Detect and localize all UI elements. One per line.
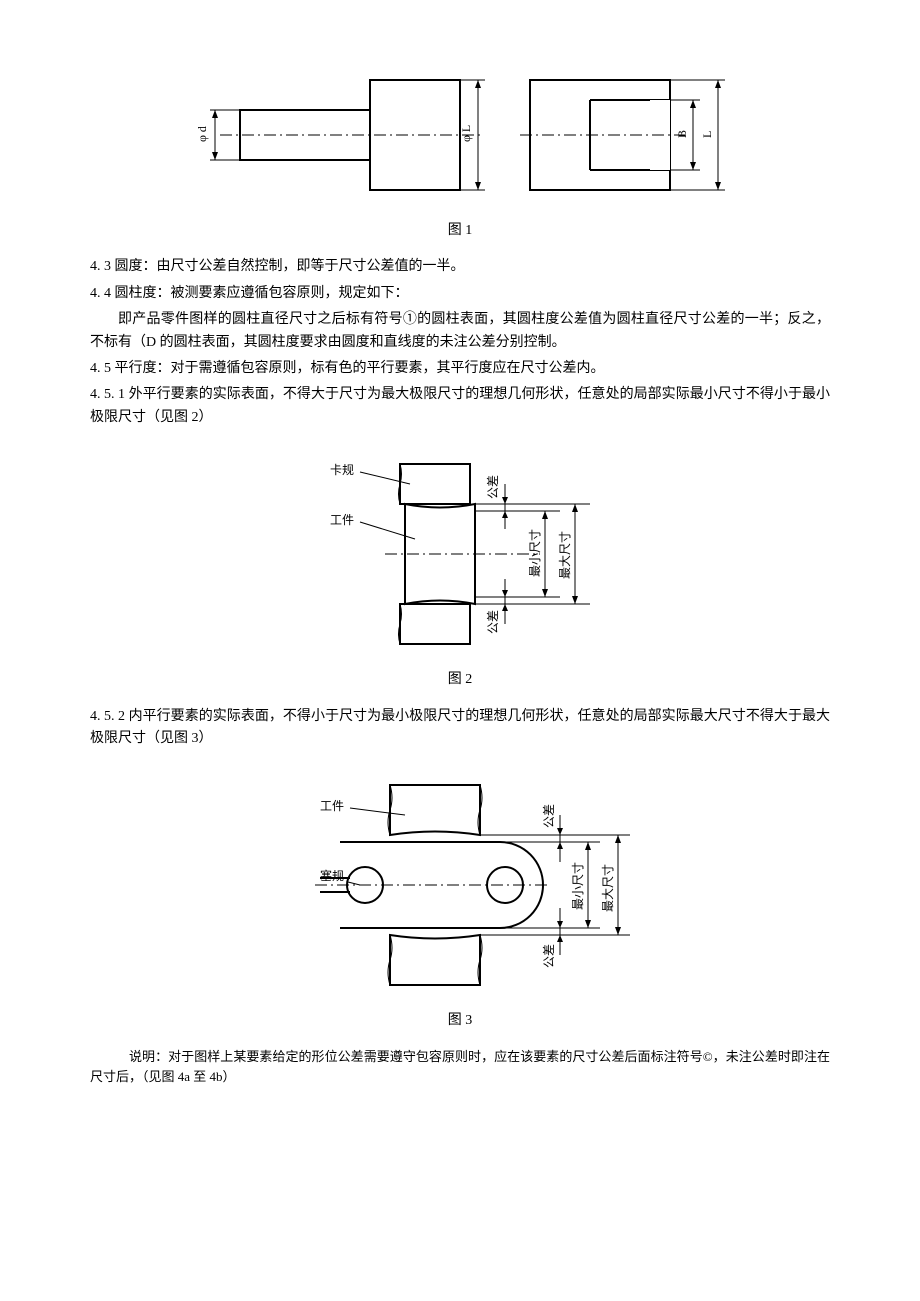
para-4-3: 4. 3 圆度：由尺寸公差自然控制，即等于尺寸公差值的一半。 xyxy=(90,256,830,278)
fig3-work-label: 工件 xyxy=(320,799,344,813)
para-4-5-2: 4. 5. 2 内平行要素的实际表面，不得小于尺寸为最小极限尺寸的理想几何形状，… xyxy=(90,706,830,751)
fig1-L2-label: L xyxy=(700,131,714,138)
fig2-gauge-label: 卡规 xyxy=(330,462,354,477)
para-4-5: 4. 5 平行度：对于需遵循包容原则，标有色的平行要素，其平行度应在尺寸公差内。 xyxy=(90,358,830,380)
figure-1: φ d φ L B L xyxy=(90,60,830,210)
fig3-svg: 工件 塞规 公差 公差 最小尺寸 最大尺寸 xyxy=(270,770,650,1000)
para-4-5-1: 4. 5. 1 外平行要素的实际表面，不得大于尺寸为最大极限尺寸的理想几何形状，… xyxy=(90,384,830,429)
fig1-left-svg: φ d φ L xyxy=(180,60,490,210)
fig3-plug-label: 塞规 xyxy=(320,868,344,883)
fig1-L-label: φ L xyxy=(459,125,473,142)
figure-2: 卡规 工件 公差 公差 最小尺寸 最大尺寸 xyxy=(90,449,830,659)
fig2-min-label: 最小尺寸 xyxy=(528,529,542,577)
fig2-work-label: 工件 xyxy=(330,513,354,527)
note-text: 说明：对于图样上某要素给定的形位公差需要遵守包容原则时，应在该要素的尺寸公差后面… xyxy=(90,1047,830,1089)
fig1-right-svg: B L xyxy=(510,60,740,210)
fig3-tol-top: 公差 xyxy=(542,804,556,828)
para-4-4: 4. 4 圆柱度：被测要素应遵循包容原则，规定如下： xyxy=(90,283,830,305)
fig2-max-label: 最大尺寸 xyxy=(558,531,572,579)
fig1-d-label: φ d xyxy=(195,126,209,142)
fig1-B-label: B xyxy=(675,130,689,138)
fig2-caption: 图 2 xyxy=(90,669,830,691)
para-4-4-detail: 即产品零件图样的圆柱直径尺寸之后标有符号①的圆柱表面，其圆柱度公差值为圆柱直径尺… xyxy=(90,309,830,354)
fig3-caption: 图 3 xyxy=(90,1010,830,1032)
fig2-svg: 卡规 工件 公差 公差 最小尺寸 最大尺寸 xyxy=(290,449,630,659)
fig3-min-label: 最小尺寸 xyxy=(571,862,585,910)
fig3-tol-bot: 公差 xyxy=(542,944,556,968)
fig2-tol-top: 公差 xyxy=(486,475,500,499)
fig3-max-label: 最大尺寸 xyxy=(601,864,615,912)
figure-3: 工件 塞规 公差 公差 最小尺寸 最大尺寸 xyxy=(90,770,830,1000)
fig2-tol-bot: 公差 xyxy=(486,610,500,634)
fig1-caption: 图 1 xyxy=(90,220,830,242)
